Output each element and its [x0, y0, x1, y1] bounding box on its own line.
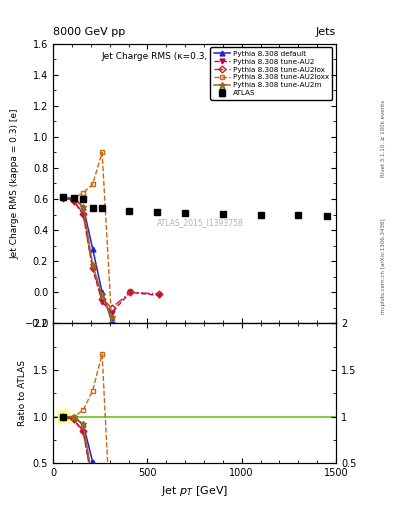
Text: Jets: Jets	[316, 27, 336, 37]
Pythia 8.308 tune-AU2	[100, 298, 105, 305]
Line: Pythia 8.308 tune-AU2loxx: Pythia 8.308 tune-AU2loxx	[61, 150, 114, 321]
Pythia 8.308 tune-AU2m	[61, 195, 66, 201]
Pythia 8.308 tune-AU2m	[100, 292, 105, 298]
Pythia 8.308 tune-AU2	[156, 292, 161, 298]
Text: ATLAS_2015_I1393758: ATLAS_2015_I1393758	[157, 219, 244, 227]
Pythia 8.308 tune-AU2lox	[109, 305, 114, 311]
Pythia 8.308 tune-AU2	[81, 211, 86, 218]
Pythia 8.308 tune-AU2loxx	[100, 150, 105, 156]
Pythia 8.308 default	[81, 204, 86, 210]
Pythia 8.308 tune-AU2lox	[61, 195, 66, 201]
Pythia 8.308 tune-AU2	[109, 309, 114, 315]
Text: 8000 GeV pp: 8000 GeV pp	[53, 27, 125, 37]
Pythia 8.308 tune-AU2loxx	[61, 195, 66, 201]
Pythia 8.308 tune-AU2loxx	[72, 195, 76, 201]
Pythia 8.308 tune-AU2m	[81, 204, 86, 210]
Pythia 8.308 tune-AU2loxx	[109, 316, 114, 322]
Pythia 8.308 tune-AU2lox	[100, 295, 105, 302]
Pythia 8.308 tune-AU2loxx	[90, 181, 95, 187]
Pythia 8.308 tune-AU2lox	[156, 291, 161, 297]
X-axis label: Jet $p_{T}$ [GeV]: Jet $p_{T}$ [GeV]	[161, 484, 228, 498]
Pythia 8.308 default	[90, 246, 95, 252]
Pythia 8.308 tune-AU2lox	[81, 211, 86, 217]
Y-axis label: Ratio to ATLAS: Ratio to ATLAS	[18, 360, 27, 426]
Line: Pythia 8.308 tune-AU2lox: Pythia 8.308 tune-AU2lox	[61, 196, 161, 310]
Legend: Pythia 8.308 default, Pythia 8.308 tune-AU2, Pythia 8.308 tune-AU2lox, Pythia 8.: Pythia 8.308 default, Pythia 8.308 tune-…	[210, 47, 332, 100]
Pythia 8.308 tune-AU2	[72, 198, 76, 204]
Text: Jet Charge RMS (κ=0.3, central, η| < 2.1): Jet Charge RMS (κ=0.3, central, η| < 2.1…	[101, 52, 288, 61]
Line: Pythia 8.308 default: Pythia 8.308 default	[61, 195, 114, 323]
Bar	[58, 410, 69, 423]
Pythia 8.308 tune-AU2	[61, 195, 66, 201]
Text: mcplots.cern.ch [arXiv:1306.3436]: mcplots.cern.ch [arXiv:1306.3436]	[381, 219, 386, 314]
Pythia 8.308 tune-AU2lox	[128, 289, 133, 295]
Pythia 8.308 tune-AU2m	[72, 195, 76, 201]
Pythia 8.308 default	[72, 196, 76, 202]
Pythia 8.308 tune-AU2m	[90, 262, 95, 268]
Pythia 8.308 default	[61, 195, 66, 201]
Pythia 8.308 tune-AU2lox	[90, 265, 95, 271]
Y-axis label: Jet Charge RMS (kappa = 0.3) [e]: Jet Charge RMS (kappa = 0.3) [e]	[10, 108, 19, 259]
Pythia 8.308 default	[109, 317, 114, 324]
Pythia 8.308 tune-AU2	[128, 289, 133, 295]
Pythia 8.308 tune-AU2lox	[72, 198, 76, 204]
Pythia 8.308 tune-AU2loxx	[81, 190, 86, 196]
Pythia 8.308 tune-AU2m	[109, 314, 114, 321]
Line: Pythia 8.308 tune-AU2m: Pythia 8.308 tune-AU2m	[60, 194, 115, 321]
Pythia 8.308 tune-AU2	[90, 266, 95, 272]
Text: Rivet 3.1.10, ≥ 100k events: Rivet 3.1.10, ≥ 100k events	[381, 100, 386, 177]
Pythia 8.308 default	[100, 289, 105, 295]
Line: Pythia 8.308 tune-AU2: Pythia 8.308 tune-AU2	[61, 196, 161, 315]
